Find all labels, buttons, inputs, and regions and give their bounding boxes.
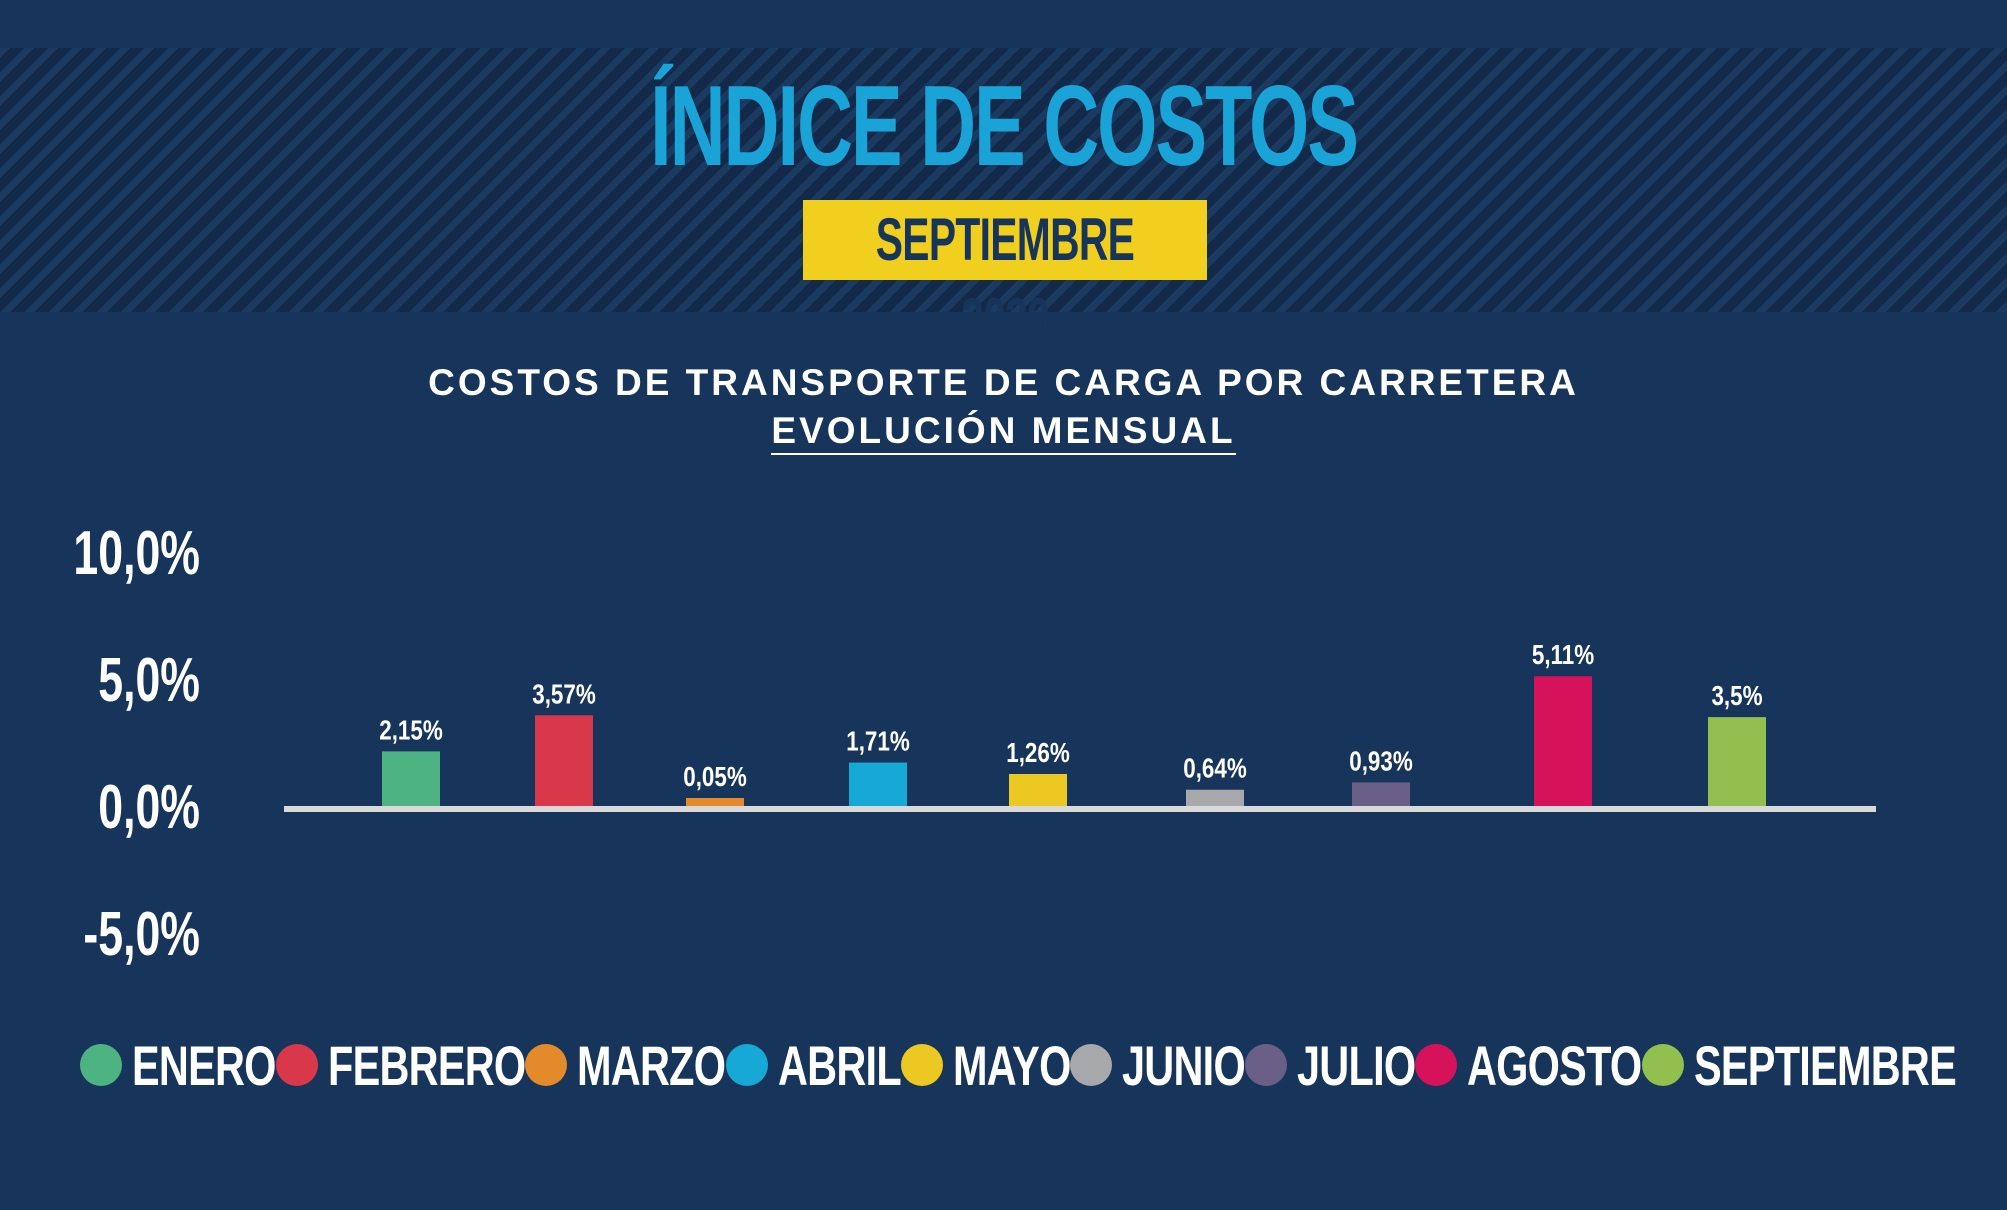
legend-label: ENERO — [132, 1033, 276, 1097]
legend-item-septiembre: SEPTIEMBRE — [1641, 1033, 1957, 1098]
data-label: 0,93% — [1349, 746, 1412, 777]
data-label: 0,64% — [1183, 753, 1246, 784]
legend-swatch — [725, 1044, 768, 1086]
y-tick-label: 10,0% — [73, 519, 200, 588]
page-title: ÍNDICE DE COSTOS — [650, 63, 1359, 190]
legend-swatch — [1641, 1044, 1684, 1086]
legend-label: JUNIO — [1122, 1033, 1246, 1097]
header-banner — [0, 48, 2007, 312]
legend-swatch — [275, 1044, 318, 1086]
date-badge-label: SEPTIEMBRE 2020 — [875, 206, 1135, 353]
chart-subtitle: COSTOS DE TRANSPORTE DE CARGA POR CARRET… — [428, 362, 1579, 403]
bar-abril — [849, 762, 907, 812]
legend-item-junio: JUNIO — [1070, 1033, 1246, 1098]
legend-label: JULIO — [1297, 1033, 1416, 1097]
legend-item-abril: ABRIL — [725, 1033, 902, 1098]
legend-item-agosto: AGOSTO — [1415, 1033, 1643, 1098]
date-badge: SEPTIEMBRE 2020 — [803, 200, 1207, 353]
legend-swatch — [900, 1044, 943, 1086]
bar-chart: 10,0% 5,0% 0,0% -5,0% 2,15% 3,57% 0,05% 1,71% 1,… — [73, 519, 1876, 969]
data-label: 0,05% — [683, 762, 746, 793]
y-tick-label: -5,0% — [83, 900, 200, 969]
legend-swatch — [1070, 1044, 1113, 1086]
bar-febrero — [535, 715, 593, 812]
legend-label: SEPTIEMBRE — [1693, 1033, 1957, 1097]
chart-legend: ENERO FEBRERO MARZO ABRIL MAYO JUNIO JULIO AGOS… — [80, 1030, 1956, 1100]
legend-item-marzo: MARZO — [525, 1033, 726, 1098]
zero-baseline — [284, 806, 1876, 812]
legend-label: MARZO — [577, 1033, 726, 1097]
legend-swatch — [1245, 1044, 1288, 1086]
legend-item-mayo: MAYO — [900, 1033, 1071, 1098]
legend-swatch — [1415, 1044, 1458, 1086]
data-label: 3,5% — [1711, 681, 1762, 712]
legend-item-julio: JULIO — [1245, 1033, 1416, 1098]
legend-label: MAYO — [952, 1033, 1071, 1097]
data-label: 5,11% — [1532, 640, 1594, 671]
y-tick-label: 5,0% — [98, 646, 200, 715]
chart-subtitle-2-text: EVOLUCIÓN MENSUAL — [771, 410, 1236, 455]
legend-swatch — [80, 1044, 122, 1086]
data-label: 1,26% — [1006, 738, 1069, 769]
data-label: 2,15% — [379, 715, 442, 746]
data-label: 1,71% — [846, 726, 909, 757]
bar-agosto — [1534, 676, 1592, 812]
legend-item-enero: ENERO — [80, 1033, 276, 1098]
legend-label: FEBRERO — [327, 1033, 526, 1097]
legend-label: ABRIL — [777, 1033, 902, 1097]
data-label: 3,57% — [532, 679, 595, 710]
bar-enero — [382, 751, 440, 812]
legend-item-febrero: FEBRERO — [275, 1033, 526, 1098]
bar-mayo — [1009, 773, 1067, 812]
legend-swatch — [525, 1044, 568, 1086]
legend-label: AGOSTO — [1467, 1033, 1642, 1097]
chart-subtitle-2: EVOLUCIÓN MENSUAL — [0, 410, 2007, 455]
y-tick-label: 0,0% — [98, 773, 200, 842]
bar-septiembre — [1708, 717, 1766, 812]
